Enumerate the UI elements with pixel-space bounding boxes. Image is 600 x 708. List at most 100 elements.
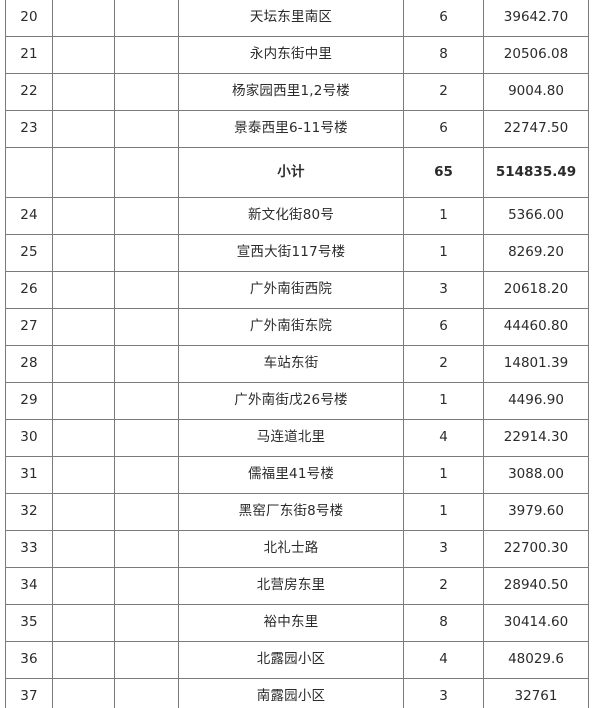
cell-floor-area[interactable]: 22700.30	[483, 530, 589, 568]
cell-community-name[interactable]: 北露园小区	[178, 641, 404, 679]
cell-district[interactable]	[52, 456, 115, 494]
cell-floor-area[interactable]: 22914.30	[483, 419, 589, 457]
cell-district[interactable]	[52, 678, 115, 708]
cell-community-name[interactable]: 车站东街	[178, 345, 404, 383]
cell-building-count[interactable]: 2	[403, 567, 484, 605]
cell-community-name[interactable]: 裕中东里	[178, 604, 404, 642]
cell-building-count[interactable]: 8	[403, 36, 484, 74]
cell-floor-area[interactable]: 30414.60	[483, 604, 589, 642]
cell-floor-area[interactable]: 514835.49	[483, 147, 589, 198]
cell-community-name[interactable]: 新文化街80号	[178, 197, 404, 235]
cell-building-count[interactable]: 1	[403, 234, 484, 272]
cell-district[interactable]	[52, 234, 115, 272]
cell-district[interactable]	[52, 73, 115, 111]
cell-floor-area[interactable]: 5366.00	[483, 197, 589, 235]
cell-floor-area[interactable]: 22747.50	[483, 110, 589, 148]
cell-building-count[interactable]: 6	[403, 0, 484, 37]
cell-building-count[interactable]: 3	[403, 678, 484, 708]
cell-community-name[interactable]: 北营房东里	[178, 567, 404, 605]
cell-index[interactable]: 28	[5, 345, 53, 383]
cell-district[interactable]	[52, 197, 115, 235]
cell-count[interactable]	[114, 234, 179, 272]
cell-district[interactable]	[52, 493, 115, 531]
cell-count[interactable]	[114, 530, 179, 568]
cell-count[interactable]	[114, 419, 179, 457]
cell-community-name[interactable]: 永内东街中里	[178, 36, 404, 74]
cell-community-name[interactable]: 广外南街西院	[178, 271, 404, 309]
cell-community-name[interactable]: 儒福里41号楼	[178, 456, 404, 494]
cell-floor-area[interactable]: 3979.60	[483, 493, 589, 531]
cell-index[interactable]: 35	[5, 604, 53, 642]
cell-count[interactable]	[114, 567, 179, 605]
cell-floor-area[interactable]: 8269.20	[483, 234, 589, 272]
cell-count[interactable]	[114, 110, 179, 148]
cell-count[interactable]	[114, 36, 179, 74]
cell-count[interactable]	[114, 197, 179, 235]
cell-building-count[interactable]: 4	[403, 641, 484, 679]
cell-district[interactable]	[52, 0, 115, 37]
cell-floor-area[interactable]: 48029.6	[483, 641, 589, 679]
cell-community-name[interactable]: 马连道北里	[178, 419, 404, 457]
cell-building-count[interactable]: 1	[403, 382, 484, 420]
cell-count[interactable]	[114, 271, 179, 309]
cell-district[interactable]	[52, 147, 115, 198]
cell-count[interactable]	[114, 147, 179, 198]
cell-count[interactable]	[114, 382, 179, 420]
cell-floor-area[interactable]: 39642.70	[483, 0, 589, 37]
cell-building-count[interactable]: 8	[403, 604, 484, 642]
cell-index[interactable]: 32	[5, 493, 53, 531]
cell-community-name[interactable]: 景泰西里6-11号楼	[178, 110, 404, 148]
cell-index[interactable]: 30	[5, 419, 53, 457]
cell-community-name[interactable]: 广外南街戊26号楼	[178, 382, 404, 420]
cell-index[interactable]: 25	[5, 234, 53, 272]
cell-index[interactable]: 23	[5, 110, 53, 148]
cell-index[interactable]: 20	[5, 0, 53, 37]
cell-building-count[interactable]: 2	[403, 73, 484, 111]
cell-building-count[interactable]: 1	[403, 197, 484, 235]
cell-floor-area[interactable]: 3088.00	[483, 456, 589, 494]
cell-floor-area[interactable]: 14801.39	[483, 345, 589, 383]
cell-community-name[interactable]: 北礼士路	[178, 530, 404, 568]
cell-floor-area[interactable]: 32761	[483, 678, 589, 708]
cell-building-count[interactable]: 6	[403, 308, 484, 346]
cell-district[interactable]	[52, 604, 115, 642]
cell-building-count[interactable]: 65	[403, 147, 484, 198]
cell-index[interactable]: 27	[5, 308, 53, 346]
cell-count[interactable]	[114, 0, 179, 37]
cell-community-name[interactable]: 天坛东里南区	[178, 0, 404, 37]
cell-floor-area[interactable]: 44460.80	[483, 308, 589, 346]
cell-building-count[interactable]: 4	[403, 419, 484, 457]
cell-district[interactable]	[52, 110, 115, 148]
cell-count[interactable]	[114, 604, 179, 642]
cell-index[interactable]: 33	[5, 530, 53, 568]
cell-building-count[interactable]: 2	[403, 345, 484, 383]
cell-district[interactable]	[52, 308, 115, 346]
cell-index[interactable]: 29	[5, 382, 53, 420]
cell-community-name[interactable]: 杨家园西里1,2号楼	[178, 73, 404, 111]
cell-building-count[interactable]: 3	[403, 530, 484, 568]
cell-count[interactable]	[114, 73, 179, 111]
cell-index[interactable]: 24	[5, 197, 53, 235]
cell-district[interactable]	[52, 641, 115, 679]
cell-community-name[interactable]: 广外南街东院	[178, 308, 404, 346]
cell-index[interactable]: 37	[5, 678, 53, 708]
cell-community-name[interactable]: 黑窑厂东街8号楼	[178, 493, 404, 531]
cell-count[interactable]	[114, 641, 179, 679]
cell-floor-area[interactable]: 9004.80	[483, 73, 589, 111]
cell-district[interactable]	[52, 271, 115, 309]
cell-district[interactable]	[52, 345, 115, 383]
cell-building-count[interactable]: 1	[403, 456, 484, 494]
cell-community-name[interactable]: 宣西大街117号楼	[178, 234, 404, 272]
cell-floor-area[interactable]: 20618.20	[483, 271, 589, 309]
cell-community-name[interactable]: 南露园小区	[178, 678, 404, 708]
cell-district[interactable]	[52, 530, 115, 568]
cell-index[interactable]: 36	[5, 641, 53, 679]
cell-community-name[interactable]: 小计	[178, 147, 404, 198]
cell-count[interactable]	[114, 493, 179, 531]
cell-index[interactable]: 34	[5, 567, 53, 605]
cell-district[interactable]	[52, 36, 115, 74]
cell-floor-area[interactable]: 4496.90	[483, 382, 589, 420]
cell-index[interactable]: 21	[5, 36, 53, 74]
cell-floor-area[interactable]: 20506.08	[483, 36, 589, 74]
cell-count[interactable]	[114, 308, 179, 346]
